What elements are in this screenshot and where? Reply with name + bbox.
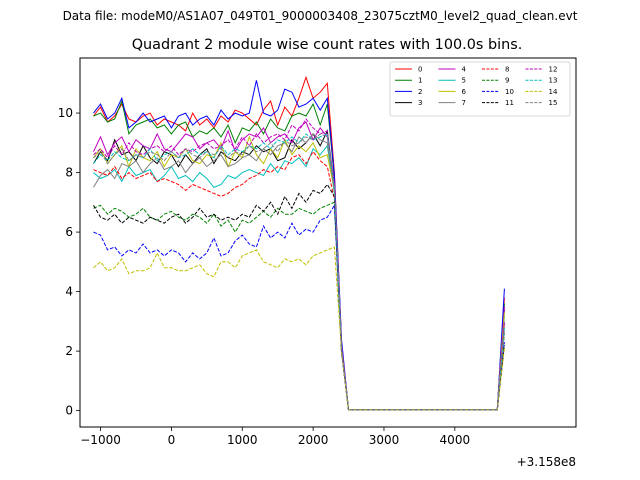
series-line-4 bbox=[93, 121, 505, 411]
y-tick-label: 2 bbox=[65, 344, 73, 358]
legend-label: 3 bbox=[418, 99, 422, 107]
series-line-15 bbox=[93, 133, 505, 411]
y-axis: 0 2 4 6 8 10 bbox=[58, 106, 80, 418]
series-line-12 bbox=[93, 118, 505, 411]
x-tick-label: 1000 bbox=[227, 433, 258, 447]
series-line-1 bbox=[93, 99, 505, 411]
series-line-2 bbox=[93, 80, 505, 411]
series-line-3 bbox=[93, 129, 505, 411]
x-tick-label: 2000 bbox=[298, 433, 329, 447]
series-line-10 bbox=[93, 203, 505, 411]
chart-title: Quadrant 2 module wise count rates with … bbox=[132, 37, 523, 53]
series-line-5 bbox=[93, 144, 505, 411]
series-line-9 bbox=[93, 201, 505, 411]
series-line-0 bbox=[93, 75, 505, 411]
legend-label: 0 bbox=[418, 66, 422, 74]
legend-label: 2 bbox=[418, 88, 422, 96]
legend-label: 7 bbox=[462, 99, 466, 107]
legend-label: 4 bbox=[462, 66, 467, 74]
y-tick-label: 0 bbox=[65, 404, 73, 418]
series-line-14 bbox=[93, 246, 505, 411]
legend-label: 14 bbox=[549, 88, 558, 96]
y-tick-label: 4 bbox=[65, 285, 73, 299]
series-line-13 bbox=[93, 133, 505, 411]
legend-box bbox=[389, 61, 571, 117]
legend-label: 12 bbox=[549, 66, 558, 74]
y-tick-label: 10 bbox=[58, 106, 73, 120]
x-tick-label: −1000 bbox=[80, 433, 121, 447]
legend-label: 5 bbox=[462, 77, 466, 85]
legend-label: 1 bbox=[418, 77, 422, 85]
legend-label: 9 bbox=[505, 77, 509, 85]
x-tick-label: 3000 bbox=[369, 433, 400, 447]
series-line-11 bbox=[93, 183, 505, 411]
x-axis-offset-label: +3.158e8 bbox=[517, 455, 576, 469]
y-tick-label: 8 bbox=[65, 166, 73, 180]
plot-frame bbox=[79, 57, 577, 428]
legend-label: 6 bbox=[462, 88, 467, 96]
y-tick-label: 6 bbox=[65, 225, 73, 239]
legend-label: 10 bbox=[505, 88, 514, 96]
legend-label: 11 bbox=[505, 99, 514, 107]
series-layer bbox=[93, 75, 505, 411]
legend-label: 15 bbox=[549, 99, 558, 107]
x-axis: −1000 0 1000 2000 3000 4000 bbox=[80, 427, 470, 447]
legend-label: 8 bbox=[505, 66, 509, 74]
x-tick-label: 4000 bbox=[440, 433, 471, 447]
series-line-8 bbox=[93, 150, 505, 411]
series-line-7 bbox=[93, 133, 505, 411]
legend-label: 13 bbox=[549, 77, 558, 85]
data-file-suptitle: Data file: modeM0/AS1A07_049T01_90000034… bbox=[63, 9, 578, 23]
x-tick-label: 0 bbox=[168, 433, 176, 447]
